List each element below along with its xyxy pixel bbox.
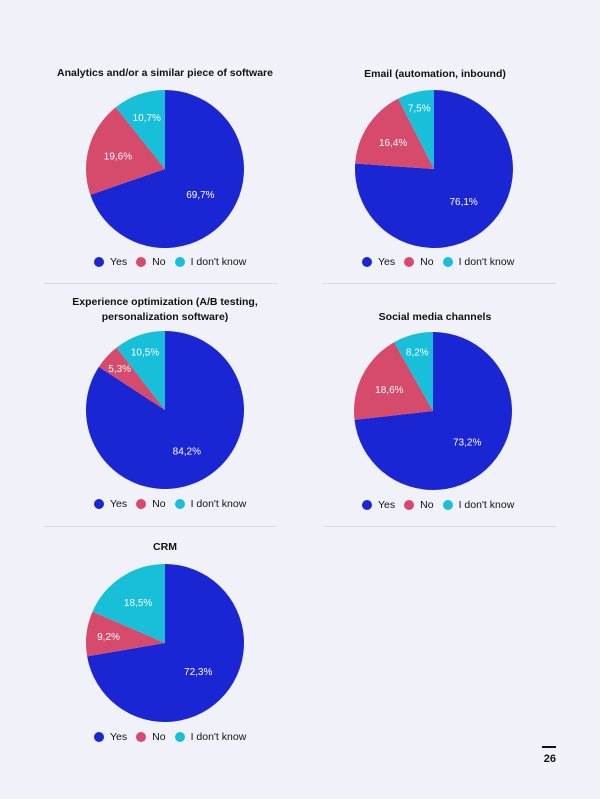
divider xyxy=(44,283,277,284)
legend-dot-icon xyxy=(136,499,147,509)
legend-label: Yes xyxy=(110,256,128,268)
legend-dot-icon xyxy=(94,732,104,742)
slice-no xyxy=(354,342,433,420)
slice-no xyxy=(86,107,165,195)
legend-label: Yes xyxy=(378,499,396,511)
slice-label: 76,1% xyxy=(449,197,477,208)
legend-item: I don't know xyxy=(442,256,515,268)
pie: 76,1% 16,4% 7,5% xyxy=(355,90,513,248)
slice-dont-know xyxy=(398,90,434,169)
slice-label: 8,2% xyxy=(406,347,429,358)
slice-label: 84,2% xyxy=(173,446,201,457)
legend-item: I don't know xyxy=(442,499,515,511)
slice-label: 69,7% xyxy=(186,190,214,201)
legend-label: No xyxy=(152,498,166,510)
slice-label: 5,3% xyxy=(108,364,131,375)
legend-dot-icon xyxy=(174,257,185,267)
slice-label: 19,6% xyxy=(104,151,132,162)
slice-label: 7,5% xyxy=(408,104,431,115)
slice-yes xyxy=(90,90,244,249)
legend-item: I don't know xyxy=(174,498,247,510)
slice-dont-know xyxy=(115,90,165,169)
slice-dont-know xyxy=(116,331,165,410)
chart-title: Email (automation, inbound) xyxy=(364,68,506,80)
legend-item: Yes xyxy=(94,256,127,268)
slice-yes xyxy=(86,331,245,489)
page-number-rule xyxy=(542,746,556,748)
legend-label: No xyxy=(152,731,166,743)
page-number: 26 xyxy=(543,753,556,765)
slice-no xyxy=(86,611,165,657)
legend-label: No xyxy=(420,256,434,268)
legend-item: No xyxy=(136,498,166,510)
slice-no xyxy=(98,347,165,410)
legend-item: No xyxy=(136,256,166,268)
legend-dot-icon xyxy=(174,732,185,742)
legend-label: I don't know xyxy=(458,499,515,511)
legend-item: Yes xyxy=(94,498,127,510)
legend-dot-icon xyxy=(362,500,372,510)
legend-label: I don't know xyxy=(458,256,515,268)
legend-item: I don't know xyxy=(174,256,247,268)
slice-label: 72,3% xyxy=(184,667,212,678)
slice-dont-know xyxy=(394,332,433,411)
legend: Yes No I don't know xyxy=(362,499,523,511)
slice-label: 18,5% xyxy=(124,598,152,609)
legend-item: Yes xyxy=(362,499,395,511)
chart-title: Experience optimization (A/B testing, pe… xyxy=(72,296,258,323)
legend-dot-icon xyxy=(404,257,415,267)
legend-dot-icon xyxy=(136,257,147,267)
legend-label: No xyxy=(420,499,434,511)
legend-label: I don't know xyxy=(190,256,247,268)
slice-label: 18,6% xyxy=(375,385,403,396)
divider xyxy=(44,526,277,527)
divider xyxy=(323,283,556,284)
legend-item: I don't know xyxy=(174,731,247,743)
legend-dot-icon xyxy=(442,500,453,510)
legend-item: No xyxy=(136,731,166,743)
pie: 73,2% 18,6% 8,2% xyxy=(354,332,512,490)
pie: 72,3% 9,2% 18,5% xyxy=(86,564,245,722)
slice-label: 9,2% xyxy=(97,632,120,643)
slice-dont-know xyxy=(92,564,165,643)
legend-dot-icon xyxy=(404,500,415,510)
slice-label: 73,2% xyxy=(453,438,481,449)
chart-title: Social media channels xyxy=(378,311,492,323)
legend-label: I don't know xyxy=(190,498,247,510)
legend-dot-icon xyxy=(94,257,104,267)
legend-label: No xyxy=(152,256,166,268)
slice-label: 10,5% xyxy=(131,348,159,359)
slice-yes xyxy=(87,564,245,722)
legend-label: I don't know xyxy=(190,731,247,743)
slice-no xyxy=(355,98,434,169)
chart-title: Analytics and/or a similar piece of soft… xyxy=(57,67,273,79)
legend-label: Yes xyxy=(110,731,128,743)
legend-label: Yes xyxy=(378,256,396,268)
legend-label: Yes xyxy=(110,498,128,510)
legend-dot-icon xyxy=(94,499,104,509)
legend-dot-icon xyxy=(362,257,372,267)
legend: Yes No I don't know xyxy=(94,498,255,510)
legend-item: No xyxy=(404,499,434,511)
legend-item: Yes xyxy=(94,731,127,743)
slice-label: 10,7% xyxy=(133,113,161,124)
legend-item: Yes xyxy=(362,256,395,268)
slice-yes xyxy=(354,332,512,490)
legend: Yes No I don't know xyxy=(362,256,523,268)
legend: Yes No I don't know xyxy=(94,256,255,268)
legend-dot-icon xyxy=(442,257,453,267)
slice-label: 16,4% xyxy=(379,138,407,149)
legend-item: No xyxy=(404,256,434,268)
pie: 84,2% 5,3%10,5% xyxy=(86,331,245,489)
divider xyxy=(323,526,556,527)
legend-dot-icon xyxy=(136,732,147,742)
chart-title: CRM xyxy=(153,541,177,553)
pie: 69,7% 19,6% 10,7% xyxy=(86,90,244,249)
legend: Yes No I don't know xyxy=(94,731,255,743)
legend-dot-icon xyxy=(174,499,185,509)
